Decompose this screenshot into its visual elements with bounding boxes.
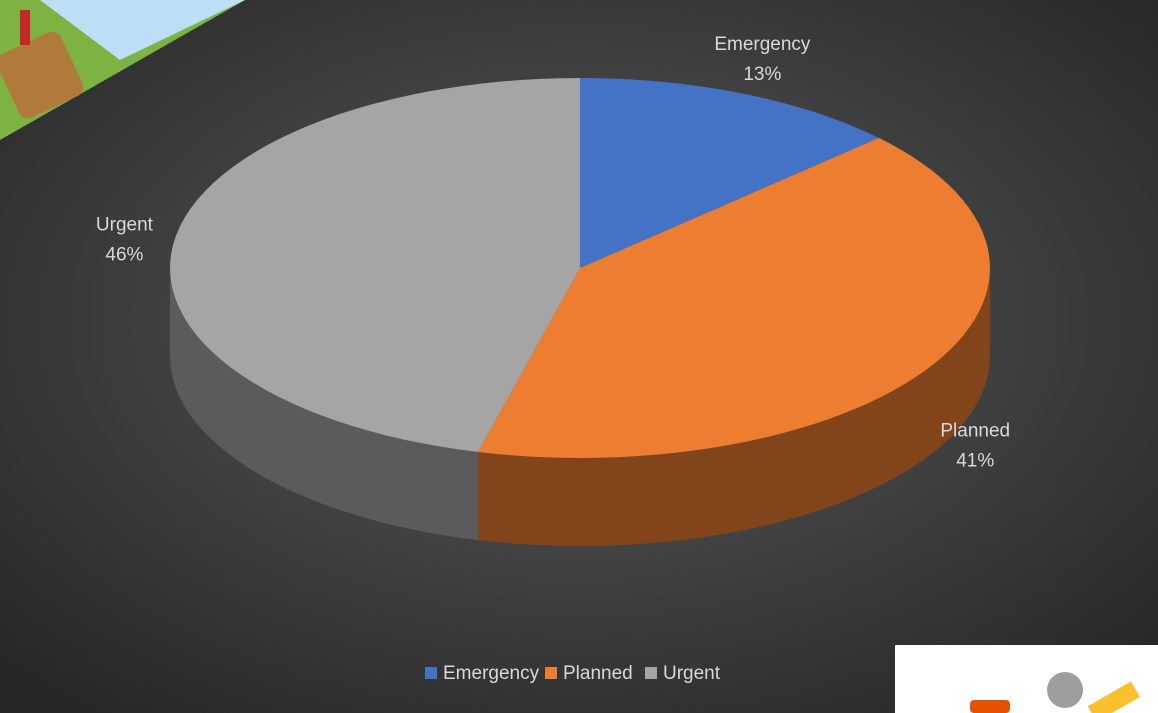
legend-label: Planned (563, 663, 633, 684)
legend-swatch (545, 667, 557, 679)
slice (580, 78, 879, 268)
data-label-name: Urgent (96, 214, 154, 235)
slice (170, 78, 581, 453)
corner-photo (0, 0, 245, 140)
data-label-name: Planned (940, 421, 1010, 442)
legend-swatch (425, 667, 437, 679)
legend: Emergency Planned Urgent (425, 663, 721, 684)
data-label-value: 13% (743, 64, 781, 85)
legend-label: Emergency (443, 663, 540, 684)
corner-tools (895, 645, 1158, 713)
legend-swatch (645, 667, 657, 679)
data-label-value: 41% (956, 451, 994, 472)
slice-side (478, 268, 990, 546)
data-label-value: 46% (105, 244, 143, 265)
slice-side (170, 268, 479, 541)
data-label-name: Emergency (714, 34, 811, 55)
pie: Emergency 13% Planned 41% Urgent 46% (96, 34, 1010, 546)
legend-label: Urgent (663, 663, 721, 684)
slice (478, 137, 990, 458)
